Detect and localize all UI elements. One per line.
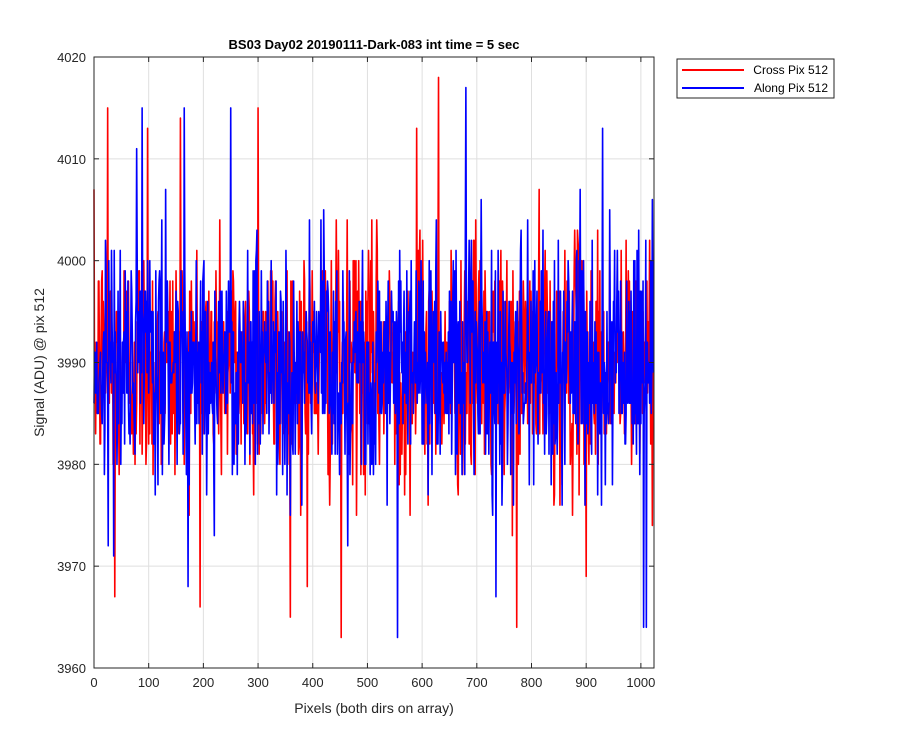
- x-tick-label: 500: [357, 675, 379, 690]
- x-tick-label: 200: [193, 675, 215, 690]
- legend-label-cross-pix: Cross Pix 512: [753, 63, 828, 77]
- x-tick-label: 900: [575, 675, 597, 690]
- x-tick-label: 300: [247, 675, 269, 690]
- y-tick-label: 4010: [57, 152, 86, 167]
- axis-ticks: 0 100 200 300 400 500 600 700 800 900 1000 3960 3970…: [57, 50, 655, 690]
- x-tick-label: 600: [411, 675, 433, 690]
- y-tick-label: 3990: [57, 356, 86, 371]
- legend-label-along-pix: Along Pix 512: [754, 81, 828, 95]
- y-tick-label: 4020: [57, 50, 86, 65]
- y-tick-label: 4000: [57, 254, 86, 269]
- y-axis-label: Signal (ADU) @ pix 512: [31, 288, 47, 437]
- x-tick-label: 700: [466, 675, 488, 690]
- chart-title: BS03 Day02 20190111-Dark-083 int time = …: [229, 37, 520, 52]
- x-tick-label: 0: [90, 675, 97, 690]
- series-line-1: [93, 86, 655, 639]
- x-tick-label: 100: [138, 675, 160, 690]
- y-tick-label: 3960: [57, 661, 86, 676]
- series-lines: [93, 76, 655, 639]
- legend: Cross Pix 512 Along Pix 512: [676, 58, 835, 99]
- y-tick-label: 3970: [57, 559, 86, 574]
- y-tick-label: 3980: [57, 457, 86, 472]
- x-tick-label: 400: [302, 675, 324, 690]
- x-tick-label: 800: [521, 675, 543, 690]
- x-tick-label: 1000: [626, 675, 655, 690]
- legend-box: [676, 58, 835, 99]
- x-axis-label: Pixels (both dirs on array): [294, 700, 454, 716]
